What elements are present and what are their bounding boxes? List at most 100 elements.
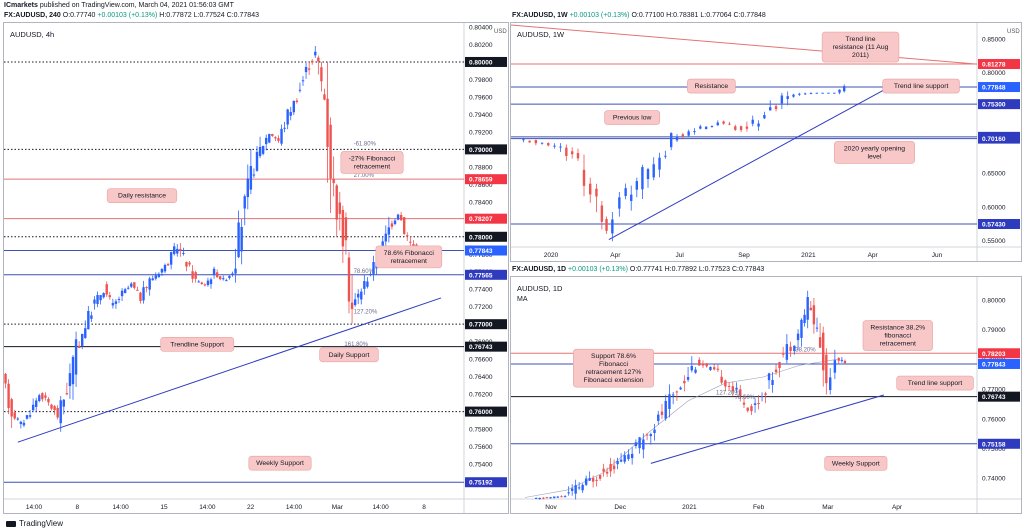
candle-body bbox=[123, 289, 127, 294]
candle-body bbox=[212, 268, 216, 275]
candle-body bbox=[301, 80, 305, 82]
candle-body bbox=[7, 383, 10, 409]
level-price-label: 0.78203 bbox=[982, 351, 1006, 358]
level-price-tag bbox=[465, 231, 507, 242]
candle-body bbox=[664, 155, 667, 157]
candle-body bbox=[635, 181, 639, 190]
chart-subtitle: MA bbox=[517, 296, 528, 303]
level-price-tag bbox=[465, 477, 507, 488]
price-change: +0.00103 (+0.13%) bbox=[97, 12, 158, 19]
candle-body bbox=[745, 126, 749, 129]
level-price-label: 0.70160 bbox=[982, 136, 1006, 143]
candle-body bbox=[222, 278, 225, 280]
candle-body bbox=[160, 269, 164, 273]
candle-body bbox=[108, 295, 111, 298]
candle-body bbox=[716, 122, 719, 126]
level-price-label: 0.75192 bbox=[469, 480, 493, 487]
candle-body bbox=[148, 278, 151, 290]
candle-body bbox=[739, 389, 742, 396]
candle-body bbox=[127, 287, 130, 289]
candle-body bbox=[332, 178, 335, 184]
candle-body bbox=[560, 496, 563, 498]
candle-body bbox=[542, 497, 545, 499]
candle-body bbox=[87, 310, 90, 330]
level-price-label: 0.77843 bbox=[469, 248, 493, 255]
candle-body bbox=[353, 299, 357, 306]
candle-body bbox=[311, 60, 314, 63]
candle-body bbox=[265, 137, 268, 145]
time-tick-label: Apr bbox=[892, 504, 903, 511]
candle-body bbox=[778, 361, 781, 369]
weekly-symbol-line: FX:AUDUSD, 1W +0.00103 (+0.13%) O:0.7710… bbox=[512, 12, 766, 19]
level-price-label: 0.77565 bbox=[469, 272, 493, 279]
candle-body bbox=[317, 57, 320, 62]
level-price-tag bbox=[978, 99, 1020, 110]
chart-1w[interactable]: AUDUSD, 1WUSD0.850000.800000.750000.7000… bbox=[510, 22, 1022, 262]
candle-body bbox=[93, 299, 96, 304]
level-price-label: 0.57430 bbox=[982, 221, 1006, 228]
fib-level-label: -61.80% bbox=[354, 142, 377, 148]
time-tick-label: 14:00 bbox=[26, 504, 43, 511]
candle-body bbox=[701, 363, 705, 366]
candle-body bbox=[712, 367, 716, 370]
level-price-tag bbox=[978, 348, 1020, 359]
candle-body bbox=[44, 395, 47, 398]
level-price-tag bbox=[978, 82, 1020, 93]
candle-body bbox=[157, 273, 161, 278]
annotation-box bbox=[248, 455, 312, 471]
time-tick-label: Jul bbox=[676, 252, 685, 259]
candle-body bbox=[538, 497, 541, 500]
annotation-box bbox=[160, 336, 235, 352]
candle-body bbox=[403, 217, 406, 234]
candle-body bbox=[47, 398, 50, 403]
candle-body bbox=[528, 140, 531, 143]
candle-body bbox=[261, 145, 265, 154]
candle-body bbox=[781, 353, 785, 355]
candle-body bbox=[154, 275, 157, 279]
candle-body bbox=[179, 248, 182, 251]
candle-body bbox=[634, 442, 638, 446]
candle-body bbox=[764, 393, 767, 395]
time-tick-label: 14:00 bbox=[286, 504, 303, 511]
candle-body bbox=[283, 127, 286, 129]
annotation-text: 2011) bbox=[852, 52, 869, 59]
candle-body bbox=[739, 126, 743, 131]
time-tick-label: Jun bbox=[932, 252, 943, 259]
candle-body bbox=[642, 439, 645, 450]
candle-body bbox=[540, 142, 544, 144]
candle-body bbox=[803, 93, 807, 95]
chart-1d[interactable]: AUDUSD, 1DMA0.800000.790000.780000.77000… bbox=[510, 276, 1022, 514]
trend-support-line bbox=[650, 394, 884, 464]
candle-body bbox=[163, 264, 167, 272]
candle-body bbox=[612, 465, 616, 470]
time-tick-label: 2020 bbox=[544, 252, 559, 259]
weekly-ohlc-high: H:0.78381 bbox=[666, 12, 699, 19]
candle-body bbox=[595, 479, 598, 481]
candle-body bbox=[785, 344, 789, 360]
candle-body bbox=[609, 464, 612, 472]
trend-support-line bbox=[608, 89, 885, 241]
candle-body bbox=[705, 363, 708, 367]
candle-body bbox=[255, 151, 259, 171]
candle-body bbox=[681, 134, 685, 137]
price-tick-label: 0.79800 bbox=[469, 77, 493, 84]
candle-body bbox=[366, 281, 369, 287]
candle-body bbox=[409, 241, 412, 243]
ohlc-open: O:0.77740 bbox=[62, 12, 96, 19]
candle-body bbox=[99, 295, 102, 301]
candle-body bbox=[771, 380, 774, 385]
candle-body bbox=[384, 233, 387, 242]
candle-body bbox=[16, 418, 19, 420]
price-tick-label: 0.55000 bbox=[982, 238, 1006, 245]
symbol-line: FX:AUDUSD, 240 O:0.77740 +0.00103 (+0.13… bbox=[4, 12, 259, 19]
candle-body bbox=[13, 412, 16, 419]
level-price-tag bbox=[978, 438, 1020, 449]
annotation-box bbox=[340, 151, 404, 174]
annotation-text: Weekly Support bbox=[832, 460, 880, 467]
candle-body bbox=[698, 359, 701, 366]
candle-body bbox=[74, 339, 78, 375]
level-price-label: 0.76743 bbox=[982, 394, 1006, 401]
candle-body bbox=[81, 333, 84, 346]
price-tick-label: 0.75600 bbox=[469, 444, 493, 451]
